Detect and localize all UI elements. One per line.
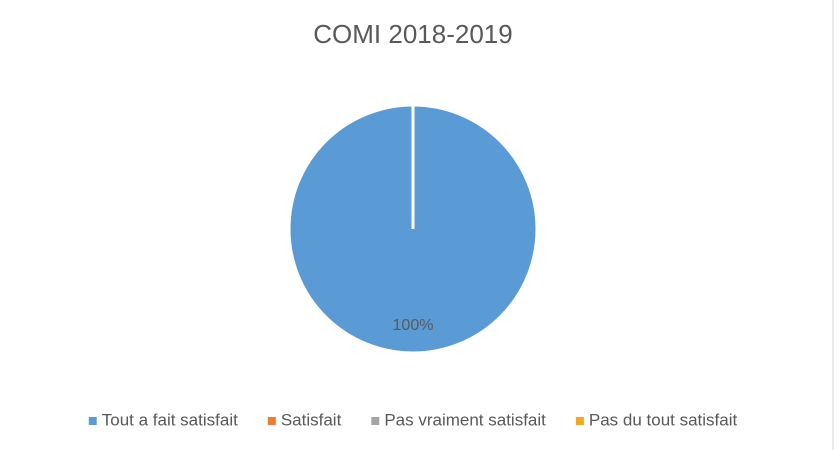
legend-marker [371, 417, 380, 425]
legend-label: Satisfait [281, 410, 342, 429]
data-label: 100% [393, 317, 434, 334]
legend-marker [267, 417, 276, 425]
legend-marker [88, 417, 97, 425]
legend-label: Pas vraiment satisfait [384, 410, 546, 429]
legend-label: Pas du tout satisfait [589, 410, 738, 429]
chart-title: COMI 2018-2019 [313, 19, 512, 49]
legend-marker [575, 417, 584, 425]
legend-label: Tout a fait satisfait [102, 410, 238, 429]
